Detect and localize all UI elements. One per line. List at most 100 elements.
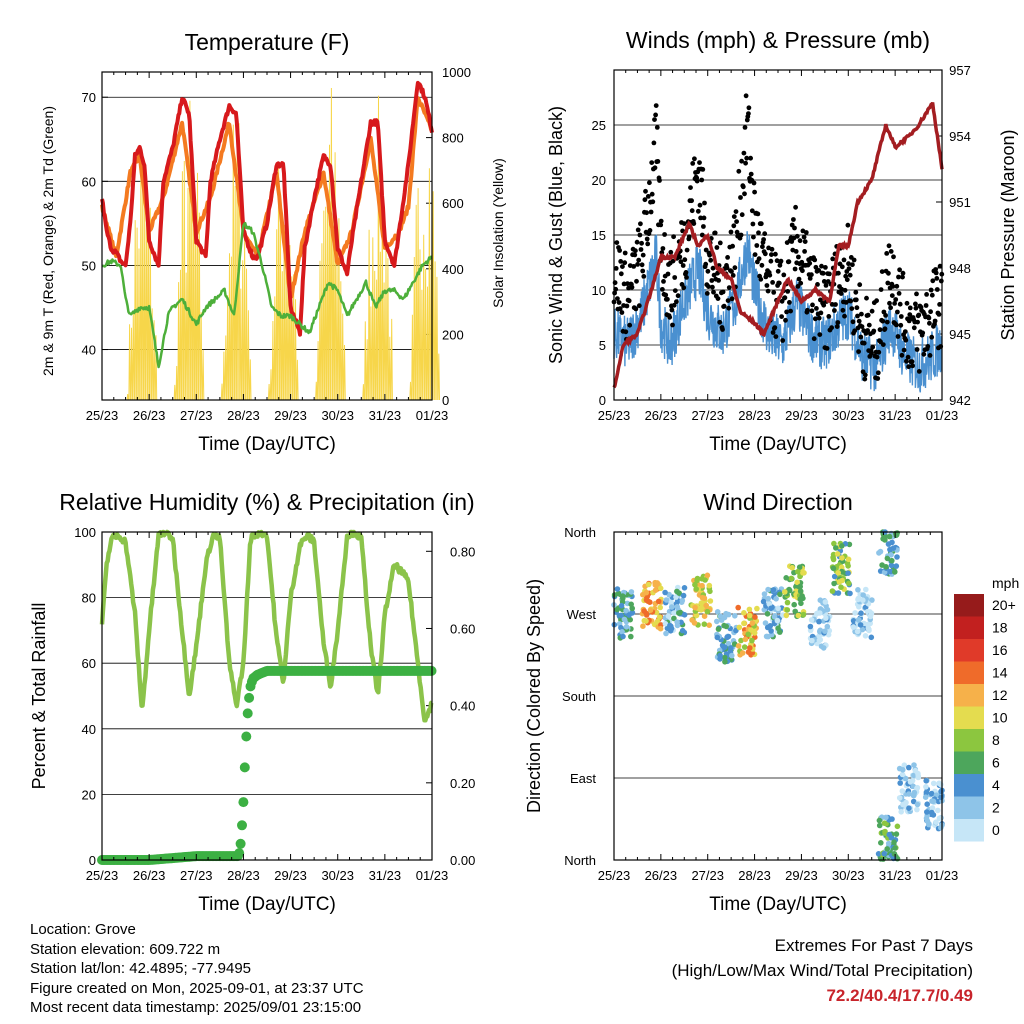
direction-point (704, 608, 711, 615)
direction-point (857, 622, 864, 628)
direction-point (820, 645, 827, 651)
gust-point (846, 261, 851, 267)
gust-point (934, 287, 940, 292)
colorbar-label: 2 (992, 800, 1000, 816)
extremes-values: 72.2/40.4/17.7/0.49 (826, 986, 973, 1005)
gust-point (895, 334, 901, 339)
gust-point (689, 208, 695, 214)
gust-point (877, 327, 883, 333)
gust-point (853, 297, 859, 303)
gust-point (854, 305, 860, 311)
direction-point (619, 593, 626, 599)
x-tick-label: 25/23 (598, 408, 631, 423)
direction-point (816, 618, 822, 625)
gust-point (901, 347, 907, 353)
gust-point (775, 268, 781, 274)
gust-point (714, 245, 720, 250)
plot-frame (613, 531, 943, 861)
gust-point (725, 298, 731, 303)
direction-point (752, 614, 758, 620)
direction-point (860, 597, 866, 603)
gust-point (780, 338, 786, 343)
temp-2m-line (100, 80, 434, 337)
gust-point (764, 283, 770, 288)
direction-point (807, 623, 814, 630)
direction-point (892, 845, 898, 851)
direction-point (736, 624, 743, 631)
direction-point (838, 584, 844, 590)
direction-point (912, 767, 919, 774)
direction-point (911, 789, 918, 796)
gust-point (834, 324, 840, 329)
direction-point (856, 604, 862, 610)
direction-point (698, 607, 704, 613)
y-tick-label: 40 (82, 343, 96, 358)
direction-point (884, 555, 891, 562)
direction-point (795, 612, 802, 619)
chart-title: Relative Humidity (%) & Precipitation (i… (59, 489, 474, 515)
direction-point (770, 587, 777, 593)
direction-point (817, 610, 823, 616)
direction-point (668, 604, 675, 610)
gust-point (810, 302, 815, 308)
direction-point (855, 617, 862, 623)
direction-point (797, 584, 803, 590)
direction-point (907, 779, 914, 785)
direction-point (809, 637, 815, 644)
gust-point (703, 261, 709, 267)
colorbar-title: mph (992, 575, 1019, 591)
gust-point (770, 280, 775, 285)
y2-tick-label: 200 (442, 327, 464, 342)
gust-point (618, 271, 624, 277)
direction-point (792, 608, 798, 615)
gust-point (884, 319, 890, 325)
gust-point (897, 301, 903, 307)
gust-point (657, 178, 662, 183)
created-text: Figure created on Mon, 2025-09-01, at 23… (30, 979, 364, 997)
direction-point (906, 805, 912, 811)
gust-point (770, 330, 776, 335)
gust-point (707, 252, 712, 258)
gust-point (786, 259, 792, 265)
direction-point (830, 565, 837, 572)
gust-point (851, 257, 857, 263)
direction-point (866, 627, 872, 634)
colorbar-label: 0 (992, 822, 1000, 838)
gust-point (710, 284, 715, 290)
gust-point (617, 306, 623, 312)
direction-point (643, 589, 650, 596)
y2-tick-label: 948 (949, 261, 971, 276)
x-tick-label: 27/23 (180, 868, 213, 883)
direction-point (662, 620, 669, 627)
gust-point (807, 260, 813, 266)
y-tick-label: North (564, 525, 596, 540)
direction-point (893, 831, 900, 837)
gust-point (645, 194, 651, 199)
direction-point (656, 614, 663, 620)
direction-point (900, 801, 906, 808)
y-tick-label: 0 (599, 393, 606, 408)
direction-point (924, 801, 930, 807)
gust-point (888, 305, 893, 311)
direction-point (655, 598, 662, 605)
gust-point (883, 313, 888, 318)
direction-point (889, 816, 895, 822)
direction-point (800, 611, 807, 618)
direction-point (654, 580, 660, 586)
precip-point (234, 848, 245, 859)
gust-point (889, 293, 895, 298)
gust-point (817, 332, 823, 337)
direction-point (914, 806, 920, 813)
direction-point (876, 822, 883, 829)
gust-point (890, 284, 896, 289)
gust-point (636, 257, 642, 263)
x-axis-label: Time (Day/UTC) (198, 434, 336, 455)
gust-point (840, 307, 846, 313)
gust-point (836, 270, 841, 276)
gust-point (792, 225, 797, 231)
direction-point (773, 596, 779, 602)
direction-point (707, 588, 713, 595)
gust-point (849, 306, 855, 311)
direction-point (673, 594, 679, 600)
direction-point (862, 633, 869, 639)
